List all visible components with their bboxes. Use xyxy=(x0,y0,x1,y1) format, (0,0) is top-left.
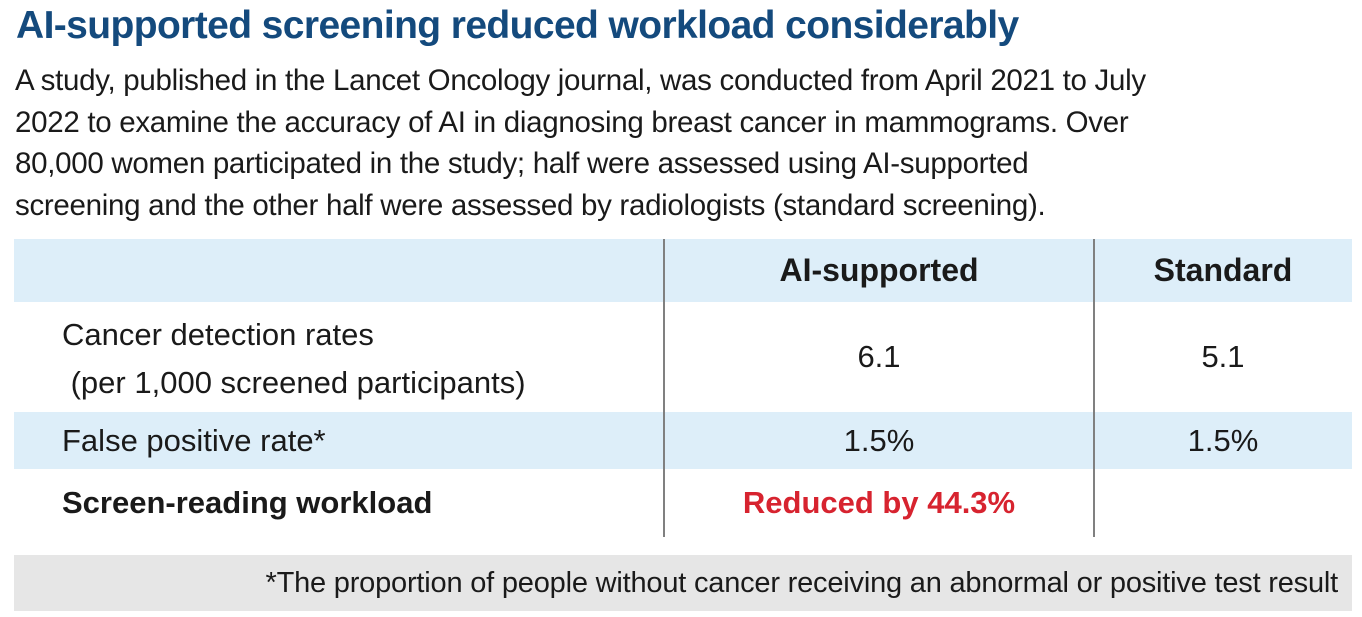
column-divider xyxy=(663,239,665,537)
header-label-column xyxy=(62,239,662,302)
table-header-row: AI-supported Standard xyxy=(14,239,1352,302)
intro-line: A study, published in the Lancet Oncolog… xyxy=(15,64,1146,97)
row-label-false-positive: False positive rate* xyxy=(62,422,326,458)
cell-standard-false-positive: 1.5% xyxy=(1187,422,1259,458)
footnote: *The proportion of people without cancer… xyxy=(14,555,1352,611)
row-label-line: Cancer detection rates xyxy=(62,317,374,352)
table-row-workload: Screen-reading workload Reduced by 44.3% xyxy=(14,469,1352,537)
intro-line: 2022 to examine the accuracy of AI in di… xyxy=(15,105,1129,139)
comparison-table: AI-supported Standard Cancer detection r… xyxy=(14,239,1352,537)
intro-line: screening and the other half were assess… xyxy=(15,188,1046,222)
intro-line: 80,000 women participated in the study; … xyxy=(15,147,1029,180)
cell-ai-false-positive: 1.5% xyxy=(843,422,915,458)
header-standard: Standard xyxy=(1153,252,1293,288)
column-divider xyxy=(1093,239,1095,537)
cell-ai-workload: Reduced by 44.3% xyxy=(742,485,1016,520)
header-ai-supported: AI-supported xyxy=(779,252,979,288)
cell-standard-cancer-detection: 5.1 xyxy=(1201,339,1245,374)
table-row-false-positive: False positive rate* 1.5% 1.5% xyxy=(14,412,1352,469)
table-row-cancer-detection: Cancer detection rates (per 1,000 screen… xyxy=(14,302,1352,412)
cell-ai-cancer-detection: 6.1 xyxy=(857,339,901,374)
intro-paragraph: A study, published in the Lancet Oncolog… xyxy=(15,60,1335,226)
cell-standard-workload xyxy=(1094,469,1352,537)
page-title: AI-supported screening reduced workload … xyxy=(16,4,1019,47)
row-label-workload: Screen-reading workload xyxy=(62,485,433,520)
row-label-cancer-detection: Cancer detection rates (per 1,000 screen… xyxy=(62,302,662,412)
row-label-line: (per 1,000 screened participants) xyxy=(62,365,526,400)
